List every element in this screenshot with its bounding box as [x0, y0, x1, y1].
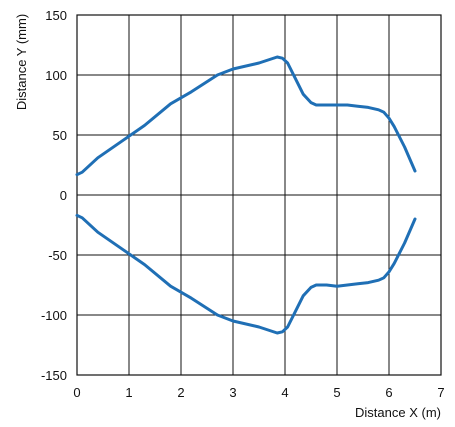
x-tick-label: 0 — [73, 385, 80, 400]
x-tick-label: 4 — [281, 385, 288, 400]
y-tick-label: -50 — [48, 248, 67, 263]
x-tick-label: 1 — [125, 385, 132, 400]
plot-frame — [76, 14, 442, 376]
y-tick-label: -100 — [41, 308, 67, 323]
y-tick-label: -150 — [41, 368, 67, 383]
x-tick-label: 5 — [333, 385, 340, 400]
series-layer — [75, 55, 417, 335]
series-line-0 — [75, 55, 417, 177]
x-axis-label: Distance X (m) — [355, 405, 441, 420]
y-tick-label: 100 — [45, 68, 67, 83]
x-tick-label: 2 — [177, 385, 184, 400]
x-tick-label: 7 — [437, 385, 444, 400]
x-tick-labels: 0 1 2 3 4 5 6 7 — [73, 385, 444, 400]
y-tick-labels: 150 100 50 0 -50 -100 -150 — [41, 8, 67, 383]
x-tick-label: 3 — [229, 385, 236, 400]
grid — [76, 14, 442, 376]
series-line-1 — [75, 213, 417, 335]
y-tick-label: 50 — [53, 128, 67, 143]
y-tick-label: 150 — [45, 8, 67, 23]
y-tick-label: 0 — [60, 188, 67, 203]
y-axis-label: Distance Y (mm) — [14, 14, 29, 110]
x-tick-label: 6 — [385, 385, 392, 400]
